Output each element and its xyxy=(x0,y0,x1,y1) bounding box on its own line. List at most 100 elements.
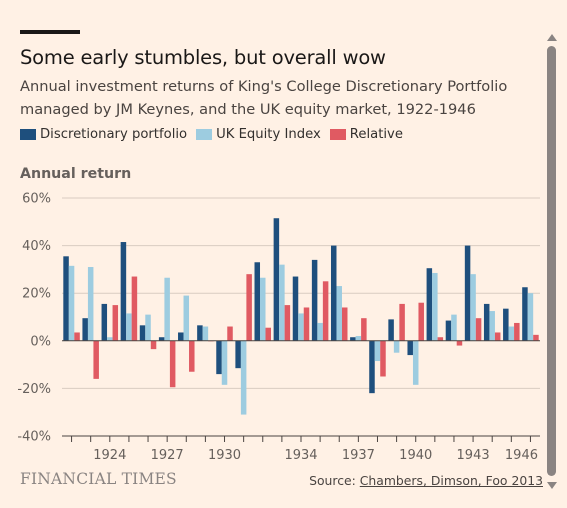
bar xyxy=(341,307,348,341)
bar xyxy=(120,242,127,341)
bar xyxy=(202,326,209,341)
bar xyxy=(508,326,515,341)
bar xyxy=(522,287,528,341)
bar xyxy=(369,340,375,394)
bar xyxy=(107,337,113,341)
bar xyxy=(273,218,280,341)
bar xyxy=(145,314,151,341)
legend-swatch-discretionary xyxy=(20,129,36,140)
legend-swatch-relative xyxy=(329,129,346,140)
x-tick-label: 1927 xyxy=(151,448,184,463)
x-tick-label: 1930 xyxy=(208,448,241,463)
bar xyxy=(235,340,241,369)
source-note: Source: Chambers, Dimson, Foo 2013 xyxy=(309,473,543,488)
bar xyxy=(189,340,195,372)
bar xyxy=(514,322,520,341)
bar xyxy=(456,340,463,346)
bar xyxy=(475,318,482,341)
x-tick-label: 1943 xyxy=(457,448,490,463)
x-tick-label: 1934 xyxy=(284,448,317,463)
bar xyxy=(393,340,400,353)
bar xyxy=(437,337,444,341)
legend-item-uk-equity: UK Equity Index xyxy=(196,127,321,142)
ft-logo: FINANCIAL TIMES xyxy=(20,470,177,488)
y-tick-label: -20% xyxy=(17,382,51,397)
bar xyxy=(527,293,534,341)
bar xyxy=(216,340,222,375)
bar xyxy=(254,262,261,341)
bar xyxy=(112,305,119,341)
x-tick-label: 1924 xyxy=(93,448,126,463)
legend: Discretionary portfolio UK Equity Index … xyxy=(20,127,412,142)
bar xyxy=(322,281,329,341)
bar xyxy=(361,318,367,341)
bar xyxy=(260,277,266,341)
bar xyxy=(426,268,433,341)
bar xyxy=(483,303,490,341)
bar xyxy=(265,327,272,341)
bar xyxy=(399,303,405,341)
scrollbar[interactable] xyxy=(545,30,559,498)
bar xyxy=(350,337,356,341)
bar xyxy=(139,325,146,341)
y-tick-label: 20% xyxy=(22,287,51,302)
bar xyxy=(503,308,509,341)
bar xyxy=(178,332,184,341)
bar xyxy=(432,272,438,341)
legend-label-discretionary: Discretionary portfolio xyxy=(40,127,188,142)
bar xyxy=(355,336,362,341)
x-tick-label: 1946 xyxy=(505,448,538,463)
bar xyxy=(164,277,170,341)
legend-label-uk-equity: UK Equity Index xyxy=(216,127,321,142)
bar xyxy=(131,276,138,341)
y-tick-label: 0% xyxy=(30,334,51,349)
bar xyxy=(68,265,75,341)
bar xyxy=(317,322,323,341)
legend-swatch-uk-equity xyxy=(196,129,213,140)
bar xyxy=(221,340,228,385)
bar xyxy=(101,303,108,341)
bar xyxy=(330,245,337,341)
chart-title: Some early stumbles, but overall wow xyxy=(20,46,386,69)
bar xyxy=(533,334,539,341)
bar xyxy=(158,337,165,341)
scroll-down-arrow-icon[interactable] xyxy=(547,482,557,489)
bar xyxy=(82,318,88,341)
bar xyxy=(374,340,381,362)
bar xyxy=(489,311,495,341)
bar xyxy=(311,259,318,341)
x-tick-label: 1937 xyxy=(342,448,375,463)
bar xyxy=(197,325,203,341)
legend-item-relative: Relative xyxy=(329,127,403,142)
bar xyxy=(494,332,501,341)
chart-subtitle: Annual investment returns of King's Coll… xyxy=(20,78,508,118)
bar xyxy=(445,320,452,341)
bar xyxy=(74,332,80,341)
bar xyxy=(303,307,310,341)
bar xyxy=(407,340,413,356)
bar xyxy=(240,340,247,415)
bar xyxy=(470,274,476,341)
legend-item-discretionary: Discretionary portfolio xyxy=(20,127,187,142)
x-tick-label: 1940 xyxy=(399,448,432,463)
bar-chart: 60% 40% 20% 0% -20% -40% 1924 1927 1930 1934 1937 1… xyxy=(17,192,540,463)
bar xyxy=(63,256,69,341)
header-rule xyxy=(20,30,80,34)
legend-label-relative: Relative xyxy=(349,127,403,142)
scrollbar-thumb[interactable] xyxy=(547,46,556,476)
y-axis-label: Annual return xyxy=(20,166,132,182)
scroll-up-arrow-icon[interactable] xyxy=(547,34,557,41)
bar xyxy=(126,313,132,341)
bar xyxy=(336,286,342,341)
source-link[interactable]: Chambers, Dimson, Foo 2013 xyxy=(359,473,543,488)
bar xyxy=(380,340,386,377)
source-prefix: Source: xyxy=(309,473,360,488)
bar xyxy=(87,267,94,341)
bar xyxy=(183,295,190,341)
bar xyxy=(279,264,285,341)
bar xyxy=(93,340,99,379)
bar xyxy=(227,326,233,341)
bar xyxy=(292,276,299,341)
y-tick-label: -40% xyxy=(17,430,51,445)
bar xyxy=(169,340,176,388)
